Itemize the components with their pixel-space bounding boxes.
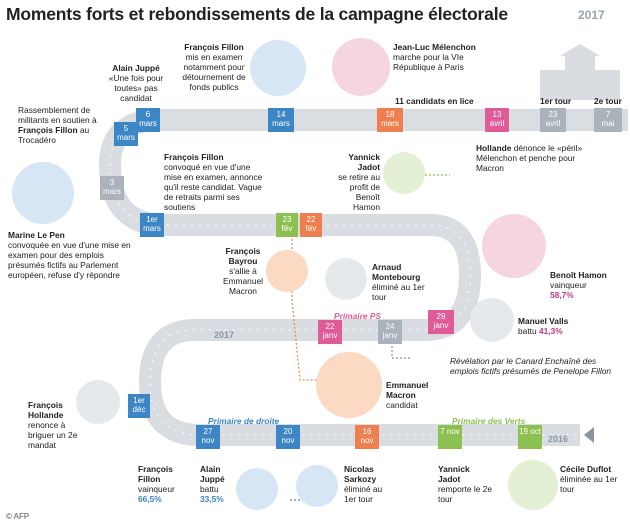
primaire-verts-label: Primaire des Verts xyxy=(452,416,526,426)
elysee-icon xyxy=(540,44,620,100)
date-3mars: 3 mars xyxy=(100,176,124,200)
rassemblement-event: Rassemblement de militants en soutien à … xyxy=(18,105,97,145)
hollande-portrait xyxy=(76,380,120,424)
year-logo: 2017 xyxy=(578,8,605,22)
sarkozy-event: Nicolas Sarkozy éliminé au 1er tour xyxy=(344,464,383,504)
montebourg-portrait xyxy=(325,258,367,300)
date-13avril: 13 avril xyxy=(485,108,509,132)
page-title: Moments forts et rebondissements de la c… xyxy=(6,4,508,24)
melenchon-portrait xyxy=(332,38,390,96)
fillon-top-event: François Fillon mis en examen notamment … xyxy=(182,42,246,92)
date-19oct: 19 oct xyxy=(518,425,542,449)
macron-event: Emmanuel Macron candidat xyxy=(386,380,429,410)
tour1-label: 1er tour xyxy=(540,96,572,106)
date-23avril: 23 avril xyxy=(540,108,566,132)
year-2016-label: 2016 xyxy=(548,434,569,444)
date-1mars: 1er mars xyxy=(140,213,164,237)
bayrou-event: François Bayrou s'allie à Emmanuel Macro… xyxy=(222,246,264,296)
date-16nov: 16 nov xyxy=(355,425,379,449)
date-23fev: 23 fév xyxy=(276,213,298,237)
primaire-ps-label: Primaire PS xyxy=(334,311,382,321)
hamon-portrait xyxy=(482,214,546,278)
hollande-event: François Hollande renonce à briguer un 2… xyxy=(28,400,78,450)
date-6mars: 6 mars xyxy=(136,108,160,132)
date-7mai: 7 mai xyxy=(594,108,622,132)
canard-event: Révélation par le Canard Enchaîné des em… xyxy=(450,356,612,376)
macron-portrait xyxy=(316,352,382,418)
primaire-droite-label: Primaire de droite xyxy=(208,416,280,426)
sarkozy-portrait xyxy=(296,465,338,507)
candidates-label: 11 candidats en lice xyxy=(395,96,474,106)
lepen-event: Marine Le Pen convoquée en vue d'une mis… xyxy=(8,230,131,280)
duflot-event: Cécile Duflot éliminée au 1er tour xyxy=(560,464,618,494)
date-18mars: 18 mars xyxy=(377,108,403,132)
date-7nov: 7 nov xyxy=(438,425,462,449)
tour2-label: 2e tour xyxy=(594,96,622,106)
melenchon-event: Jean-Luc Mélenchon marche pour la VIe Ré… xyxy=(393,42,476,72)
fillon-bot-event: François Fillon vainqueur 66,5% xyxy=(138,464,175,504)
valls-portrait xyxy=(470,298,514,342)
date-20nov: 20 nov xyxy=(276,425,300,449)
valls-event: Manuel Valls battu 41,3% xyxy=(518,316,569,336)
date-5mars: 5 mars xyxy=(114,122,138,146)
duflot-portrait xyxy=(508,460,558,510)
afp-credit: © AFP xyxy=(6,512,30,521)
hamon-event: Benoît Hamon vainqueur 58,7% xyxy=(550,270,607,300)
lepen-portrait xyxy=(12,162,74,224)
juppe-event: Alain Juppé «Une fois pour toutes» pas c… xyxy=(108,63,164,103)
year-2017-label: 2017 xyxy=(214,330,235,340)
bayrou-portrait xyxy=(266,250,308,292)
date-22janv: 22 janv xyxy=(318,320,342,344)
jadot-top-event: Yannick Jadot se retire au profit de Ben… xyxy=(338,152,380,212)
juppe-portrait xyxy=(236,468,278,510)
juppe-bot-event: Alain Juppé battu 33,5% xyxy=(200,464,225,504)
fillon-portrait xyxy=(250,40,306,96)
date-29janv: 29 janv xyxy=(428,310,454,334)
date-27nov: 27 nov xyxy=(196,425,220,449)
fillon-mid-event: François Fillon convoqué en vue d'une mi… xyxy=(164,152,263,212)
date-22fev: 22 fév xyxy=(300,213,322,237)
montebourg-event: Arnaud Montebourg éliminé au 1er tour xyxy=(372,262,425,302)
date-1dec: 1er déc xyxy=(128,394,150,418)
date-24janv: 24 janv xyxy=(378,320,402,344)
hollande-top-event: Hollande dénonce le «péril» Mélenchon et… xyxy=(476,143,583,173)
jadot-portrait-top xyxy=(383,152,425,194)
date-14mars: 14 mars xyxy=(268,108,294,132)
jadot-bot-event: Yannick Jadot remporte le 2e tour xyxy=(438,464,492,504)
